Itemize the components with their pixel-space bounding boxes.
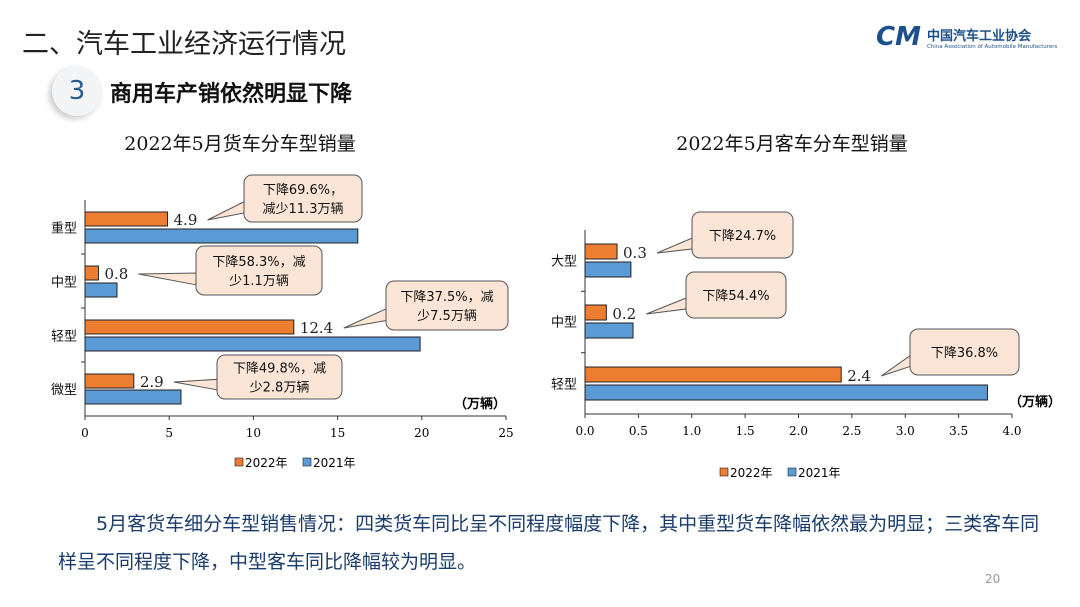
callout-box: [909, 328, 1020, 376]
callout-pointer: [880, 353, 913, 377]
bar-2021: [84, 389, 182, 405]
bar-2021: [84, 228, 359, 244]
bar-2021: [584, 261, 632, 278]
x-tick-label: 3.5: [949, 424, 968, 438]
bar-2022: [84, 211, 169, 227]
callout-text: 少1.1万辆: [229, 274, 289, 289]
callout-pointer: [343, 307, 389, 329]
data-label: 2.9: [140, 373, 164, 391]
legend-swatch: [234, 457, 244, 467]
callout-pointer: [646, 296, 689, 315]
unit-label: （万辆）: [1009, 394, 1061, 410]
data-label: 12.4: [300, 319, 333, 337]
x-tick-label: 0: [81, 426, 89, 440]
callout-text: 下降69.6%，: [263, 183, 343, 198]
bar-2022: [584, 304, 607, 321]
bar-2022: [84, 265, 99, 281]
callout-pointer: [173, 378, 220, 391]
category-label: 轻型: [51, 330, 77, 345]
x-tick-label: 20: [414, 426, 429, 440]
category-label: 轻型: [551, 378, 577, 393]
callout-text: 下降49.8%，减: [233, 362, 326, 377]
bar-2022: [584, 243, 618, 260]
x-tick-label: 1.5: [736, 424, 755, 438]
bar-2022: [84, 373, 135, 389]
logo-cn: 中国汽车工业协会: [926, 28, 1031, 44]
data-label: 0.2: [612, 305, 636, 323]
bar-2021: [584, 322, 634, 339]
page-title: 二、汽车工业经济运行情况: [22, 29, 346, 60]
x-tick-label: 2.5: [842, 424, 861, 438]
callout-box: [243, 174, 363, 223]
x-tick-label: 3.0: [896, 424, 915, 438]
callout-text: 少7.5万辆: [417, 309, 477, 324]
callout-pointer: [207, 200, 247, 221]
category-label: 大型: [551, 255, 577, 270]
bar-2021: [84, 336, 421, 352]
footer-text: 5月客货车细分车型销售情况：四类货车同比呈不同程度幅度下降，其中重型货车降幅依然…: [58, 513, 1040, 573]
chart-title: 2022年5月货车分车型销量: [124, 133, 355, 155]
bar-2021: [584, 384, 988, 401]
callout-text: 下降36.8%: [931, 346, 998, 361]
logo-en: China Association of Automobile Manufact…: [926, 43, 1058, 50]
page-number: 20: [985, 572, 1001, 586]
category-label: 微型: [51, 383, 77, 398]
x-tick-label: 0.0: [575, 424, 594, 438]
legend-label: 2022年: [730, 466, 773, 480]
bar-2022: [84, 319, 295, 335]
x-tick-label: 5: [165, 426, 173, 440]
logo: CM 中国汽车工业协会 China Association of Automobil…: [876, 22, 1057, 52]
callout-text: 下降24.7%: [709, 229, 776, 244]
x-tick-label: 10: [246, 426, 261, 440]
category-label: 中型: [551, 316, 577, 331]
callout-text: 下降54.4%: [702, 289, 769, 304]
x-tick-label: 0.5: [629, 424, 648, 438]
callout-text: 减少11.3万辆: [263, 202, 344, 217]
legend-swatch: [787, 467, 797, 477]
callout-box: [195, 245, 323, 296]
callout-box: [691, 211, 794, 259]
x-tick-label: 4.0: [1002, 424, 1021, 438]
callout-text: 少2.8万辆: [250, 381, 310, 396]
section-number: 3: [52, 66, 102, 116]
data-label: 0.3: [623, 244, 647, 262]
legend-swatch: [719, 467, 729, 477]
legend-swatch: [302, 457, 312, 467]
callout-box: [385, 280, 509, 331]
x-tick-label: 2.0: [789, 424, 808, 438]
callout-box: [685, 271, 787, 319]
unit-label: （万辆）: [454, 396, 506, 412]
category-label: 中型: [51, 276, 77, 291]
data-label: 2.4: [847, 367, 871, 385]
legend-label: 2021年: [798, 466, 841, 480]
data-label: 4.9: [174, 211, 198, 229]
bar-2022: [584, 366, 842, 383]
bar-2021: [84, 282, 118, 298]
callout-text: 下降37.5%，减: [400, 290, 493, 305]
callout-pointer: [656, 236, 695, 254]
legend-label: 2022年: [245, 456, 288, 470]
data-label: 0.8: [104, 265, 128, 283]
category-label: 重型: [51, 221, 77, 237]
section-title: 商用车产销依然明显下降: [110, 82, 353, 107]
x-tick-label: 25: [498, 426, 513, 440]
callout-box: [216, 354, 343, 400]
callout-pointer: [138, 272, 199, 286]
cm-logo-icon: CM: [876, 22, 921, 52]
x-tick-label: 1.0: [682, 424, 701, 438]
legend-label: 2021年: [313, 456, 356, 470]
callout-text: 下降58.3%，减: [212, 255, 305, 270]
x-tick-label: 15: [330, 426, 345, 440]
chart-title: 2022年5月客车分车型销量: [676, 133, 907, 155]
